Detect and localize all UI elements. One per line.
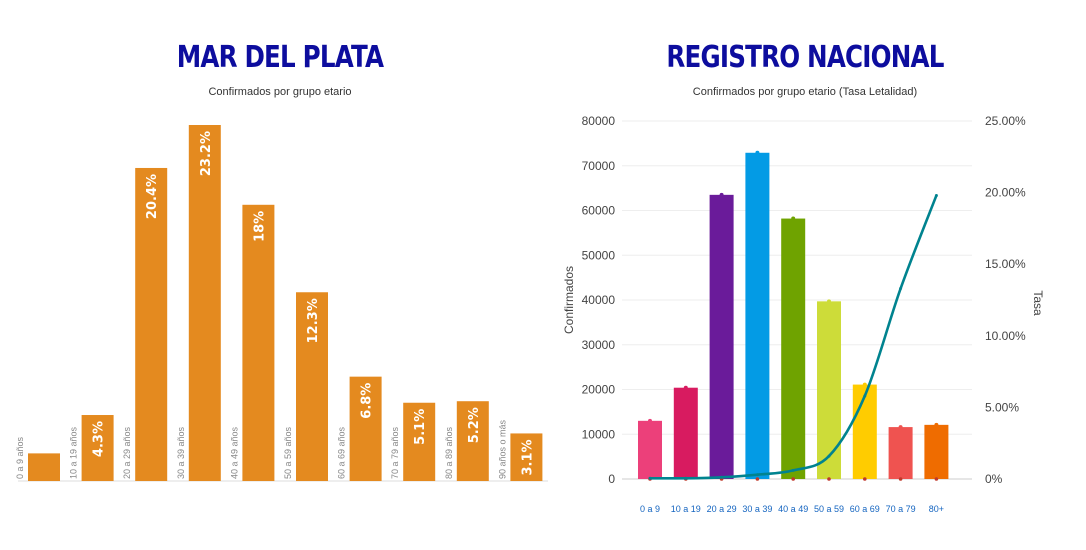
- data-label: 23.2%: [199, 131, 214, 176]
- rate-point: [863, 394, 867, 398]
- bar: [709, 194, 734, 479]
- y2-tick-label: 15.00%: [985, 257, 1026, 271]
- bar: [403, 402, 436, 481]
- x-tick-label: 70 a 79: [886, 504, 916, 514]
- y-axis-title: Confirmados: [562, 266, 576, 334]
- data-label: 3.1%: [520, 439, 535, 475]
- right-chart-title: REGISTRO NACIONAL: [666, 40, 944, 75]
- baseline-point: [827, 477, 831, 481]
- bar-point: [898, 425, 903, 430]
- y-tick-label: 50000: [582, 248, 616, 262]
- bar: [852, 384, 877, 479]
- right-chart-subtitle: Confirmados por grupo etario (Tasa Letal…: [692, 86, 918, 98]
- bar-point: [719, 192, 724, 197]
- baseline-point: [755, 477, 760, 481]
- bar: [638, 420, 662, 479]
- y2-tick-label: 25.00%: [985, 114, 1026, 128]
- bar: [81, 415, 114, 481]
- x-tick-label: 80+: [929, 504, 944, 514]
- bar: [349, 376, 382, 481]
- y2-axis-title: Tasa: [1031, 290, 1045, 316]
- y2-tick-label: 5.00%: [985, 400, 1019, 414]
- bar: [135, 167, 168, 481]
- bar-point: [755, 150, 760, 155]
- x-tick-label: 70 a 79 años: [390, 426, 400, 479]
- bar-point: [827, 299, 831, 304]
- x-tick-label: 40 a 49: [778, 504, 808, 514]
- bar: [28, 453, 60, 481]
- x-tick-label: 60 a 69 años: [337, 426, 347, 479]
- y-tick-label: 70000: [582, 159, 616, 173]
- data-label: 5.1%: [413, 409, 428, 445]
- bar-point: [648, 418, 652, 423]
- bar: [188, 125, 221, 481]
- x-tick-label: 20 a 29: [707, 504, 737, 514]
- bar-point: [683, 385, 688, 390]
- bar-point: [791, 216, 796, 221]
- data-label: 5.2%: [467, 407, 482, 443]
- bar: [673, 387, 698, 479]
- x-tick-label: 30 a 39 años: [176, 426, 186, 479]
- rate-point: [934, 193, 938, 197]
- bar: [924, 424, 949, 479]
- y-tick-label: 40000: [582, 293, 616, 307]
- rate-line: [649, 194, 938, 480]
- baseline-point: [934, 477, 939, 481]
- y-tick-label: 80000: [582, 114, 616, 128]
- bar: [888, 427, 913, 479]
- x-tick-label: 20 a 29 años: [122, 426, 132, 479]
- y-tick-label: 60000: [582, 204, 616, 218]
- rate-point: [827, 454, 831, 458]
- bar: [242, 204, 275, 482]
- y-tick-label: 0: [608, 472, 615, 486]
- x-tick-label: 80 a 89 años: [444, 426, 454, 479]
- rate-point: [648, 476, 652, 480]
- bar: [510, 433, 543, 481]
- x-tick-label: 50 a 59 años: [283, 426, 293, 479]
- bar: [296, 292, 328, 481]
- data-label: 6.8%: [360, 383, 375, 419]
- y-tick-label: 30000: [582, 338, 616, 352]
- y-tick-label: 20000: [582, 383, 616, 397]
- x-tick-label: 0 a 9 años: [15, 436, 25, 479]
- bar-point: [862, 382, 867, 387]
- bar-point: [934, 422, 939, 427]
- x-tick-label: 0 a 9: [640, 504, 660, 514]
- left-bar-chart: 0 a 9 años 10 a 19 años 4.3% 20 a 29 años 20…: [15, 125, 548, 482]
- left-chart-subtitle: Confirmados por grupo etario: [208, 86, 352, 98]
- baseline-point: [863, 477, 867, 481]
- rate-point: [684, 476, 688, 480]
- rate-point: [899, 287, 903, 291]
- y2-tick-label: 20.00%: [985, 186, 1026, 200]
- y2-tick-label: 0%: [985, 472, 1003, 486]
- x-tick-label: 50 a 59: [814, 504, 844, 514]
- x-tick-label: 60 a 69: [850, 504, 880, 514]
- y-tick-label: 10000: [582, 427, 616, 441]
- data-label: 12.3%: [306, 298, 321, 343]
- x-tick-label: 10 a 19 años: [69, 426, 79, 479]
- baseline-point: [791, 477, 795, 481]
- y2-tick-label: 10.00%: [985, 329, 1026, 343]
- data-label: 4.3%: [92, 421, 107, 457]
- bar: [456, 401, 489, 481]
- data-label: 20.4%: [145, 174, 160, 219]
- bar: [781, 218, 806, 479]
- x-tick-label: 30 a 39: [742, 504, 772, 514]
- rate-point: [755, 473, 759, 477]
- bar: [745, 152, 770, 479]
- data-label: 18%: [252, 211, 267, 242]
- x-tick-label: 90 años o más: [497, 419, 507, 479]
- bar: [817, 301, 841, 479]
- rate-point: [791, 468, 795, 472]
- baseline-point: [898, 477, 903, 481]
- left-chart-title: MAR DEL PLATA: [176, 40, 384, 75]
- rate-point: [720, 475, 724, 479]
- x-tick-label: 10 a 19: [671, 504, 701, 514]
- x-tick-label: 40 a 49 años: [229, 426, 239, 479]
